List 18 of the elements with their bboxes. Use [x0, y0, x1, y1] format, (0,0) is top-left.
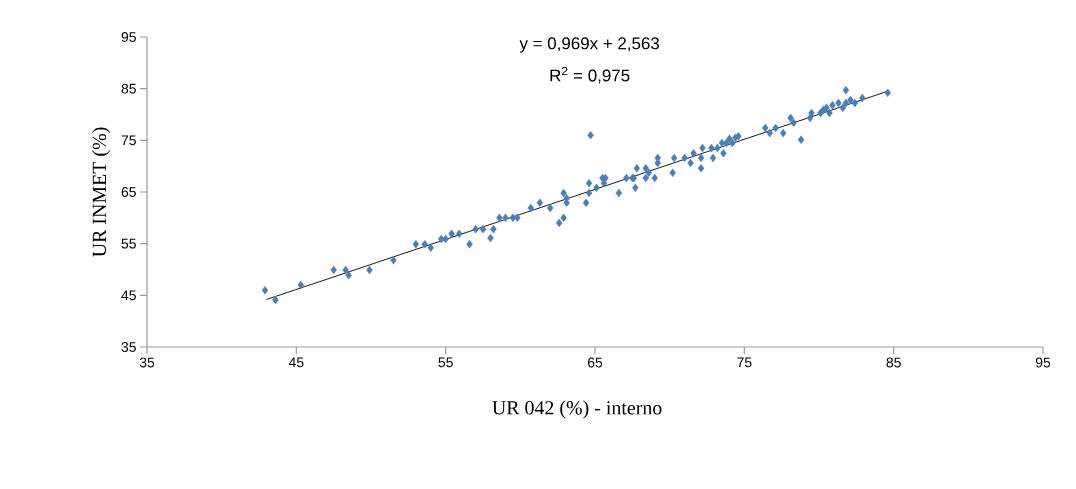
y-tick-label: 65: [121, 187, 136, 197]
x-tick-label: 45: [288, 357, 304, 368]
y-tick-label: 95: [121, 32, 136, 42]
x-tick-label: 85: [886, 357, 901, 368]
y-tick-label: 75: [121, 135, 136, 146]
annotation: y = 0,969x + 2,563: [519, 37, 660, 53]
y-tick-label: 55: [121, 238, 136, 249]
x-tick-label: 35: [139, 357, 155, 368]
y-tick-label: 45: [121, 290, 136, 301]
y-tick-label: 85: [121, 83, 136, 94]
x-tick-label: 65: [587, 357, 603, 368]
annotation: R$^{2}$ = 0,975: [550, 66, 630, 84]
x-tick-label: 55: [438, 357, 453, 368]
x-axis-title: UR 042 (%) - interno: [492, 400, 662, 419]
y-axis-title: UR INMET (%): [92, 127, 111, 257]
x-tick-label: 75: [737, 357, 752, 368]
y-tick-label: 35: [121, 342, 136, 352]
x-tick-label: 95: [1035, 357, 1051, 368]
